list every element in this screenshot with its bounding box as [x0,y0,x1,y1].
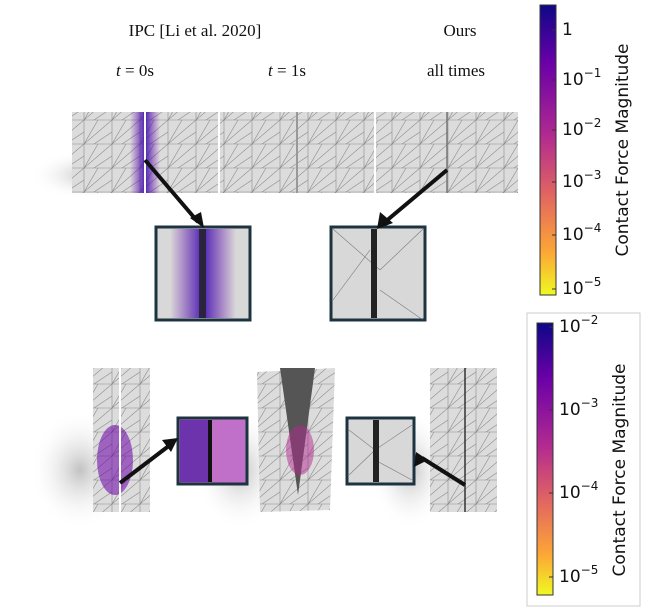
time-label: t = 1s [268,61,306,80]
colorbar-tick-label: 10−2 [562,116,601,141]
colorbar-tick-label: 10−3 [559,396,598,421]
figure: IPC [Li et al. 2020] Ours t = 0s t = 1s … [0,0,657,611]
tick-base: 10 [559,400,581,420]
method-label: Ours [443,21,476,40]
top-renders [30,112,518,200]
tick-exponent: −2 [584,116,602,130]
colorbar-tick-label: 10−5 [559,563,598,588]
gap [199,229,206,318]
colorbar-tick-label: 10−4 [562,221,601,246]
tick-base: 10 [562,70,584,90]
bottom-renders [30,368,497,530]
contact-force [286,425,314,475]
tick-base: 10 [562,120,584,140]
tick-exponent: −5 [584,275,602,289]
colorbar-label: Contact Force Magnitude [610,363,630,576]
tick-exponent: −2 [581,313,599,327]
contact-force [97,425,133,495]
tick-text: 1 [562,20,573,40]
colorbar-label: Contact Force Magnitude [613,43,633,256]
tick-exponent: −4 [581,479,599,493]
colorbar-tick-label: 10−4 [559,479,598,504]
method-label: IPC [Li et al. 2020] [129,21,262,40]
time-label: t = 0s [116,61,154,80]
tick-exponent: −3 [581,396,599,410]
colorbar [537,323,553,595]
tick-base: 10 [559,483,581,503]
mesh [430,368,497,512]
time-label: all times [427,61,485,80]
colorbar-tick-label: 10−1 [562,66,601,91]
contact-force [180,420,210,482]
colorbar-tick-label: 10−2 [559,313,598,338]
tick-base: 10 [562,225,584,245]
colorbar-tick-label: 1 [562,20,573,40]
tick-base: 10 [559,567,581,587]
colorbar-tick-label: 10−3 [562,168,601,193]
tick-base: 10 [559,317,581,337]
tick-exponent: −1 [584,66,602,80]
inset [347,418,414,484]
tick-exponent: −3 [584,168,602,182]
header: IPC [Li et al. 2020] Ours t = 0s t = 1s … [116,21,485,80]
tick-base: 10 [562,172,584,192]
tick-exponent: −5 [581,563,599,577]
colorbar [540,5,556,295]
tick-exponent: −4 [584,221,602,235]
gap [373,420,379,482]
gap [371,229,377,318]
colorbar-tick-label: 10−5 [562,275,601,300]
tick-base: 10 [562,279,584,299]
